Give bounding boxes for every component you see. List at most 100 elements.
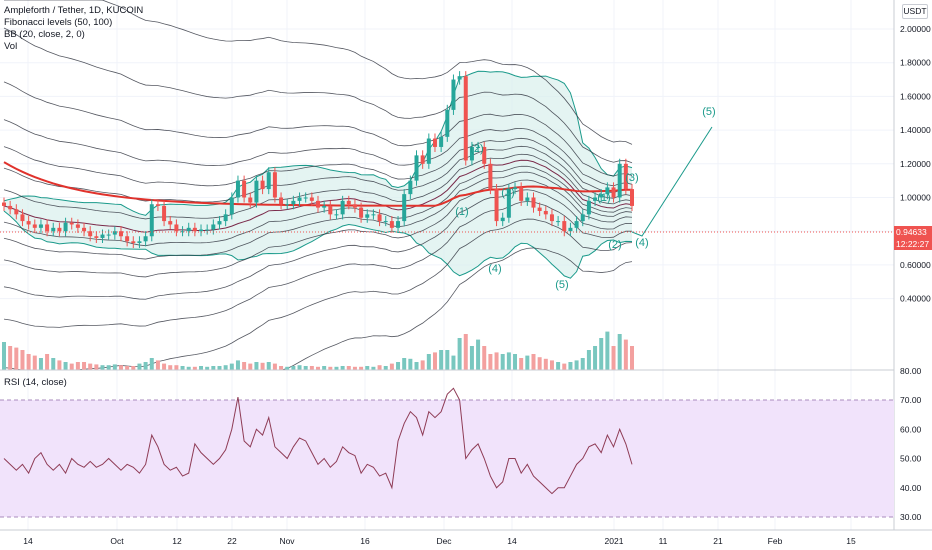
candle-body bbox=[346, 200, 351, 205]
price-axis[interactable]: 2.00000 1.80000 1.60000 1.40000 1.20000 1.000… bbox=[900, 24, 931, 304]
candle-body bbox=[217, 221, 222, 225]
volume-bar bbox=[414, 362, 419, 370]
candle-body bbox=[63, 222, 68, 232]
candle-body bbox=[402, 194, 407, 222]
volume-bar bbox=[309, 366, 314, 370]
candle-body bbox=[131, 241, 136, 243]
candle-body bbox=[500, 217, 505, 222]
time-axis-label: 2021 bbox=[605, 536, 624, 546]
volume-bar bbox=[451, 355, 456, 370]
volume-bar bbox=[476, 339, 481, 370]
volume-bar bbox=[254, 362, 259, 370]
candle-body bbox=[14, 209, 19, 215]
wave-label: (5) bbox=[702, 106, 715, 118]
volume-bar bbox=[82, 362, 87, 370]
candle-body bbox=[75, 224, 80, 228]
volume-bar bbox=[463, 334, 468, 370]
candle-body bbox=[439, 136, 444, 147]
rsi-axis[interactable]: 80.00 70.00 60.00 50.00 40.00 30.00 bbox=[900, 366, 922, 522]
volume-bar bbox=[513, 354, 518, 370]
fibonacci-legend[interactable]: Fibonacci levels (50, 100) bbox=[4, 17, 113, 28]
wave-label: (5) bbox=[555, 279, 568, 291]
candle-body bbox=[519, 187, 524, 201]
fibonacci-level bbox=[3, 137, 633, 194]
wave-label: (4) bbox=[635, 237, 648, 249]
volume-bar bbox=[574, 360, 579, 370]
candle-body bbox=[531, 197, 536, 208]
bollinger-bands-fill bbox=[3, 70, 633, 279]
candle-body bbox=[180, 231, 185, 233]
elliott-wave-annotations: (1) (2) (3) (4) (5) (1) (2) (3) (4) (5) bbox=[455, 106, 715, 291]
candle-body bbox=[494, 189, 499, 222]
fibonacci-level bbox=[3, 171, 633, 260]
volume-bar bbox=[322, 366, 327, 370]
candle-body bbox=[359, 207, 364, 218]
symbol-legend[interactable]: Ampleforth / Tether, 1D, KUCOIN bbox=[4, 5, 144, 16]
candle-body bbox=[38, 224, 43, 228]
wave-label: (2) bbox=[608, 239, 621, 251]
candle-body bbox=[383, 221, 388, 223]
candle-body bbox=[235, 180, 240, 198]
fibonacci-level bbox=[3, 145, 633, 203]
rsi-axis-label: 30.00 bbox=[900, 512, 922, 522]
volume-bar bbox=[45, 354, 50, 370]
fibonacci-level bbox=[3, 189, 633, 300]
candle-body bbox=[432, 138, 437, 147]
candle-body bbox=[168, 221, 173, 225]
volume-bar bbox=[580, 358, 585, 370]
volume-bar bbox=[174, 365, 179, 370]
volume-bar bbox=[623, 339, 628, 370]
volume-bar bbox=[143, 362, 148, 370]
rsi-axis-label: 60.00 bbox=[900, 424, 922, 434]
countdown-tag: 12:22:27 bbox=[894, 238, 932, 250]
candle-body bbox=[586, 200, 591, 215]
candle-body bbox=[162, 205, 167, 222]
time-axis[interactable]: 14 Oct 12 22 Nov 16 Dec 14 2021 11 21 Feb 15 bbox=[23, 536, 856, 546]
time-axis-label: Oct bbox=[110, 536, 124, 546]
time-axis-label: Dec bbox=[436, 536, 452, 546]
candle-body bbox=[266, 172, 271, 190]
volume-bar bbox=[488, 354, 493, 370]
volume-bar bbox=[291, 366, 296, 370]
volume-bar bbox=[303, 366, 308, 370]
candle-body bbox=[309, 197, 314, 201]
candle-body bbox=[303, 197, 308, 199]
volume-bar bbox=[630, 346, 634, 370]
volume-legend[interactable]: Vol bbox=[4, 41, 18, 52]
volume-bar bbox=[180, 366, 185, 370]
volume-bar bbox=[272, 363, 277, 370]
candle-body bbox=[229, 197, 234, 215]
volume-bar bbox=[131, 366, 136, 370]
bollinger-lower bbox=[3, 210, 633, 279]
volume-bar bbox=[408, 358, 413, 370]
candle-body bbox=[328, 205, 333, 215]
candle-body bbox=[106, 234, 111, 236]
fibonacci-level bbox=[3, 153, 633, 220]
time-axis-label: 22 bbox=[227, 536, 237, 546]
bollinger-legend[interactable]: BB (20, close, 2, 0) bbox=[4, 29, 85, 40]
candle-body bbox=[322, 205, 327, 208]
volume-bar bbox=[605, 331, 610, 370]
rsi-legend[interactable]: RSI (14, close) bbox=[4, 377, 67, 388]
candle-body bbox=[445, 109, 450, 137]
wave-label: (2) bbox=[470, 143, 483, 155]
currency-button[interactable]: USDT bbox=[902, 4, 928, 19]
volume-bar bbox=[100, 365, 105, 370]
volume-bar bbox=[586, 350, 591, 370]
candle-body bbox=[482, 146, 487, 164]
candle-body bbox=[371, 214, 376, 216]
candle-body bbox=[476, 146, 481, 148]
candle-body bbox=[605, 187, 610, 195]
volume-bar bbox=[402, 358, 407, 370]
volume-bar bbox=[340, 366, 345, 370]
volume-bar bbox=[217, 366, 222, 370]
candle-body bbox=[562, 221, 567, 232]
volume-bar bbox=[155, 360, 160, 370]
volume-bar bbox=[38, 358, 43, 370]
time-axis-label: Feb bbox=[768, 536, 783, 546]
volume-bar bbox=[266, 362, 271, 370]
wave-label: (1) bbox=[597, 192, 610, 204]
candle-body bbox=[279, 197, 284, 205]
candle-body bbox=[420, 155, 425, 164]
